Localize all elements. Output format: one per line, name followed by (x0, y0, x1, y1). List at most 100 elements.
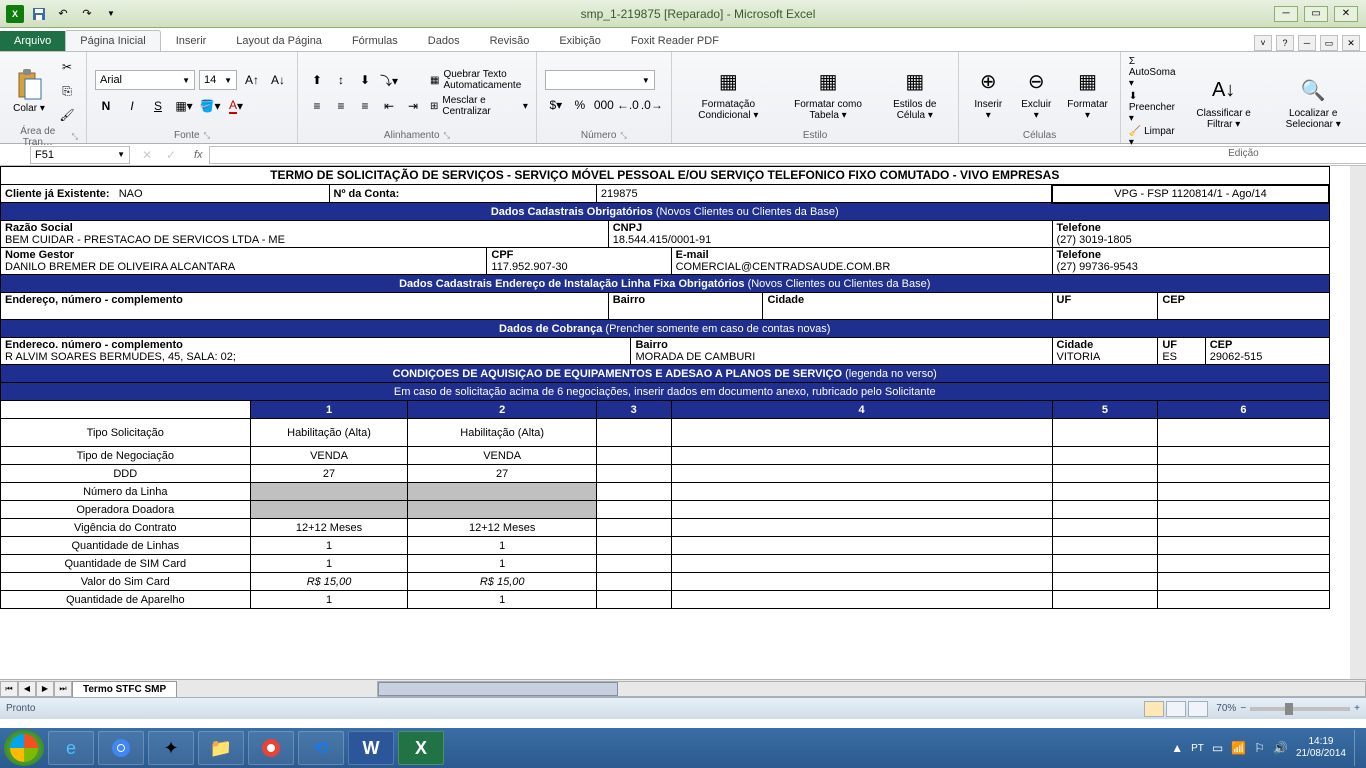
taskbar-teamviewer-icon[interactable]: ⟲ (298, 731, 344, 765)
close-button[interactable]: ✕ (1334, 6, 1358, 22)
tray-network-icon[interactable]: 📶 (1231, 741, 1246, 755)
align-left-icon[interactable]: ≡ (306, 95, 328, 117)
cancel-formula-icon[interactable]: ✕ (136, 144, 158, 166)
tab-view[interactable]: Exibição (544, 30, 616, 51)
number-dialog-icon[interactable]: ⤡ (620, 131, 626, 141)
find-select-button[interactable]: 🔍Localizar e Selecionar ▾ (1268, 72, 1358, 132)
worksheet-scroll[interactable]: TERMO DE SOLICITAÇÃO DE SERVIÇOS - SERVI… (0, 166, 1366, 679)
horizontal-scrollbar[interactable] (377, 681, 1366, 697)
border-icon[interactable]: ▦▾ (173, 95, 195, 117)
taskbar-chrome-icon[interactable] (98, 731, 144, 765)
save-icon[interactable] (28, 3, 50, 25)
delete-cells-button[interactable]: ⊖Excluir ▾ (1015, 63, 1057, 123)
tab-data[interactable]: Dados (413, 30, 475, 51)
align-right-icon[interactable]: ≡ (354, 95, 376, 117)
dec-decimal-icon[interactable]: .0→ (641, 94, 663, 116)
paste-button[interactable]: Colar ▾ (8, 67, 50, 116)
tray-lang[interactable]: PT (1191, 743, 1204, 754)
cut-icon[interactable]: ✂ (56, 56, 78, 78)
taskbar-word-icon[interactable]: W (348, 731, 394, 765)
name-box[interactable]: F51▼ (30, 146, 130, 164)
orientation-icon[interactable]: ⤵▾ (378, 69, 400, 91)
taskbar-explorer-icon[interactable]: 📁 (198, 731, 244, 765)
inc-decimal-icon[interactable]: ←.0 (617, 94, 639, 116)
merge-center-button[interactable]: ⊞ Mesclar e Centralizar ▾ (430, 95, 528, 117)
zoom-in-icon[interactable]: + (1354, 703, 1360, 714)
undo-icon[interactable]: ↶ (52, 3, 74, 25)
autosum-button[interactable]: Σ AutoSoma ▾ (1129, 56, 1179, 89)
align-middle-icon[interactable]: ↕ (330, 69, 352, 91)
view-normal-icon[interactable] (1144, 701, 1164, 717)
tray-flag-icon[interactable]: ▭ (1212, 741, 1223, 755)
taskbar-chrome2-icon[interactable] (248, 731, 294, 765)
fill-button[interactable]: ⬇ Preencher ▾ (1129, 91, 1179, 124)
excel-app-icon[interactable]: X (4, 3, 26, 25)
sheet-nav-next[interactable]: ▶ (36, 681, 54, 697)
taskbar-app1-icon[interactable]: ✦ (148, 731, 194, 765)
zoom-level[interactable]: 70% (1216, 703, 1236, 714)
wrap-text-button[interactable]: ▦ Quebrar Texto Automaticamente (430, 69, 528, 91)
format-painter-icon[interactable]: 🖌 (56, 104, 78, 126)
conditional-format-button[interactable]: ▦Formatação Condicional ▾ (680, 63, 777, 123)
tab-insert[interactable]: Inserir (161, 30, 222, 51)
font-dialog-icon[interactable]: ⤡ (204, 131, 210, 141)
sheet-nav-last[interactable]: ⏭ (54, 681, 72, 697)
help-icon[interactable]: ? (1276, 35, 1294, 51)
doc-minimize-icon[interactable]: ─ (1298, 35, 1316, 51)
qat-dropdown-icon[interactable]: ▼ (100, 3, 122, 25)
enter-formula-icon[interactable]: ✓ (160, 144, 182, 166)
font-color-icon[interactable]: A▾ (225, 95, 247, 117)
tray-clock[interactable]: 14:19 21/08/2014 (1296, 736, 1346, 760)
align-bottom-icon[interactable]: ⬇ (354, 69, 376, 91)
format-table-button[interactable]: ▦Formatar como Tabela ▾ (783, 63, 873, 123)
copy-icon[interactable]: ⎘ (56, 80, 78, 102)
zoom-slider[interactable] (1250, 707, 1350, 711)
sheet-tab-active[interactable]: Termo STFC SMP (72, 681, 177, 697)
underline-icon[interactable]: S (147, 95, 169, 117)
tab-page-layout[interactable]: Layout da Página (221, 30, 337, 51)
doc-restore-icon[interactable]: ▭ (1320, 35, 1338, 51)
tab-foxit[interactable]: Foxit Reader PDF (616, 30, 734, 51)
show-desktop-button[interactable] (1354, 730, 1362, 766)
sheet-nav-first[interactable]: ⏮ (0, 681, 18, 697)
view-page-layout-icon[interactable] (1166, 701, 1186, 717)
currency-icon[interactable]: $▾ (545, 94, 567, 116)
cell-styles-button[interactable]: ▦Estilos de Célula ▾ (879, 63, 950, 123)
comma-icon[interactable]: 000 (593, 94, 615, 116)
font-size-select[interactable]: 14▼ (199, 70, 237, 90)
indent-inc-icon[interactable]: ⇥ (402, 95, 424, 117)
align-center-icon[interactable]: ≡ (330, 95, 352, 117)
tray-expand-icon[interactable]: ▲ (1171, 741, 1183, 755)
taskbar-ie-icon[interactable]: e (48, 731, 94, 765)
redo-icon[interactable]: ↷ (76, 3, 98, 25)
tab-review[interactable]: Revisão (475, 30, 545, 51)
clipboard-dialog-icon[interactable]: ⤡ (72, 132, 78, 142)
italic-icon[interactable]: I (121, 95, 143, 117)
fill-color-icon[interactable]: 🪣▾ (199, 95, 221, 117)
shrink-font-icon[interactable]: A↓ (267, 69, 289, 91)
insert-cells-button[interactable]: ⊕Inserir ▾ (967, 63, 1009, 123)
ribbon-minimize-icon[interactable]: ˅ (1254, 35, 1272, 51)
formula-input[interactable] (209, 146, 1366, 164)
font-name-select[interactable]: Arial▼ (95, 70, 195, 90)
fx-label[interactable]: fx (194, 149, 203, 161)
grow-font-icon[interactable]: A↑ (241, 69, 263, 91)
alignment-dialog-icon[interactable]: ⤡ (444, 131, 450, 141)
bold-icon[interactable]: N (95, 95, 117, 117)
tray-volume-icon[interactable]: 🔊 (1273, 741, 1288, 755)
zoom-out-icon[interactable]: − (1240, 703, 1246, 714)
format-cells-button[interactable]: ▦Formatar ▾ (1063, 63, 1112, 123)
tab-formulas[interactable]: Fórmulas (337, 30, 413, 51)
start-button[interactable] (4, 730, 44, 766)
number-format-select[interactable]: ▼ (545, 70, 655, 90)
restore-button[interactable]: ▭ (1304, 6, 1328, 22)
align-top-icon[interactable]: ⬆ (306, 69, 328, 91)
tab-home[interactable]: Página Inicial (65, 30, 160, 51)
sheet-nav-prev[interactable]: ◀ (18, 681, 36, 697)
taskbar-excel-icon[interactable]: X (398, 731, 444, 765)
indent-dec-icon[interactable]: ⇤ (378, 95, 400, 117)
file-tab[interactable]: Arquivo (0, 31, 65, 51)
view-page-break-icon[interactable] (1188, 701, 1208, 717)
doc-close-icon[interactable]: ✕ (1342, 35, 1360, 51)
percent-icon[interactable]: % (569, 94, 591, 116)
